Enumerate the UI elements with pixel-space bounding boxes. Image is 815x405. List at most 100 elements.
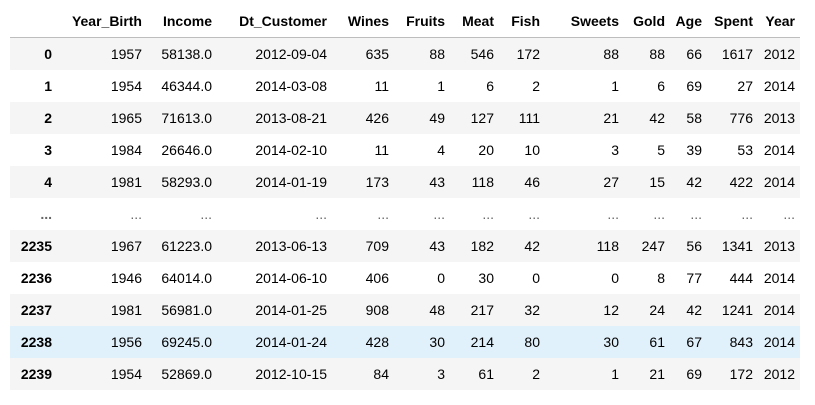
table-cell: 58 — [686, 110, 702, 126]
table-cell: 2 — [532, 366, 540, 382]
table-cell: 49 — [429, 110, 445, 126]
table-cell: 2014 — [763, 302, 795, 318]
column-header: Sweets — [545, 5, 624, 38]
column-header: Wines — [332, 5, 394, 38]
table-cell: 0 — [532, 270, 540, 286]
table-cell: 30 — [478, 270, 494, 286]
table-row: 0 1957 58138.0 2012-09-04 635 88 546 172 88 88 66 1… — [10, 37, 800, 70]
table-cell: 776 — [729, 110, 753, 126]
table-cell: 2012-10-15 — [255, 366, 327, 382]
table-cell: 20 — [478, 142, 494, 158]
table-cell: 2012-09-04 — [255, 46, 327, 62]
table-cell: 1981 — [110, 302, 142, 318]
table-cell: 426 — [365, 110, 389, 126]
table-cell: 444 — [729, 270, 753, 286]
table-cell: 1954 — [110, 78, 142, 94]
table-cell: 2014-02-10 — [255, 142, 327, 158]
table-cell: 61 — [478, 366, 494, 382]
table-cell: 1 — [611, 78, 619, 94]
table-cell: 69 — [686, 366, 702, 382]
column-header: Fruits — [394, 5, 450, 38]
table-row: 2 1965 71613.0 2013-08-21 426 49 127 111 21 42 58 7… — [10, 102, 800, 134]
table-cell: 61223.0 — [161, 238, 212, 254]
table-cell: 1967 — [110, 238, 142, 254]
table-cell: 69245.0 — [161, 334, 212, 350]
table-cell: 111 — [518, 110, 540, 126]
table-cell: 709 — [365, 238, 389, 254]
table-cell: 2014-01-19 — [255, 174, 327, 190]
table-cell: 56981.0 — [161, 302, 212, 318]
table-cell: 88 — [429, 46, 445, 62]
table-cell: 1 — [611, 366, 619, 382]
row-index: 2239 — [20, 366, 52, 382]
table-cell: 0 — [437, 270, 445, 286]
table-cell: 52869.0 — [161, 366, 212, 382]
table-row: 2236 1946 64014.0 2014-06-10 406 0 30 0 0 8 77 444 2… — [10, 262, 800, 294]
table-cell: ... — [528, 206, 540, 222]
table-cell: ... — [482, 206, 494, 222]
table-cell: 2012 — [763, 46, 795, 62]
table-row: 2239 1954 52869.0 2012-10-15 84 3 61 2 1 21 69 172 2… — [10, 358, 800, 390]
row-index: 2237 — [20, 302, 52, 318]
table-cell: 2013-08-21 — [255, 110, 327, 126]
table-cell: 42 — [649, 110, 665, 126]
table-cell: 172 — [729, 366, 753, 382]
table-cell: 2014-01-24 — [255, 334, 327, 350]
table-cell: 27 — [603, 174, 619, 190]
row-index: ... — [40, 206, 52, 222]
table-cell: 43 — [429, 174, 445, 190]
table-cell: 908 — [365, 302, 389, 318]
row-index: 0 — [44, 46, 52, 62]
table-cell: 0 — [611, 270, 619, 286]
table-row: 2238 1956 69245.0 2014-01-24 428 30 214 80 30 61 6… — [10, 326, 800, 358]
row-index: 2238 — [20, 334, 52, 350]
table-cell: 428 — [365, 334, 389, 350]
table-cell: ... — [377, 206, 389, 222]
dataframe-output: Year_Birth Income Dt_Customer Wines Fruits Me… — [10, 5, 800, 390]
table-cell: 214 — [470, 334, 494, 350]
table-cell: 46 — [524, 174, 540, 190]
table-cell: 21 — [603, 110, 619, 126]
table-cell: 2 — [532, 78, 540, 94]
table-cell: 1957 — [110, 46, 142, 62]
table-cell: 30 — [603, 334, 619, 350]
row-index: 2236 — [20, 270, 52, 286]
table-body: 0 1957 58138.0 2012-09-04 635 88 546 172 88 88 66 1… — [10, 37, 800, 390]
table-cell: 2013 — [763, 238, 795, 254]
row-index: 2 — [44, 110, 52, 126]
table-cell: 3 — [611, 142, 619, 158]
row-index: 4 — [44, 174, 52, 190]
table-cell: 172 — [516, 46, 540, 62]
table-cell: 2014 — [763, 142, 795, 158]
table-cell: 46344.0 — [161, 78, 212, 94]
table-row: 4 1981 58293.0 2014-01-19 173 43 118 46 27 15 42 42… — [10, 166, 800, 198]
column-header: Year_Birth — [57, 5, 147, 38]
table-cell: 84 — [373, 366, 389, 382]
table-cell: 58293.0 — [161, 174, 212, 190]
column-header: Meat — [450, 5, 499, 38]
table-cell: 546 — [470, 46, 494, 62]
table-row: 2237 1981 56981.0 2014-01-25 908 48 217 32 12 24 4… — [10, 294, 800, 326]
table-cell: 11 — [374, 142, 389, 158]
table-cell: 42 — [524, 238, 540, 254]
table-cell: 406 — [365, 270, 389, 286]
column-header: Income — [147, 5, 217, 38]
dataframe-table: Year_Birth Income Dt_Customer Wines Fruits Me… — [10, 5, 800, 390]
index-header — [10, 5, 57, 38]
table-cell: ... — [130, 206, 142, 222]
table-cell: 118 — [471, 174, 494, 190]
table-cell: 127 — [470, 110, 494, 126]
table-cell: 4 — [437, 142, 445, 158]
table-cell: 1956 — [110, 334, 142, 350]
table-cell: 58138.0 — [161, 46, 212, 62]
table-cell: 56 — [686, 238, 702, 254]
table-cell: ... — [200, 206, 212, 222]
table-cell: 30 — [429, 334, 445, 350]
ellipsis-row: ....................................... — [10, 198, 800, 230]
table-cell: 3 — [437, 366, 445, 382]
column-header: Gold — [624, 5, 670, 38]
table-cell: ... — [315, 206, 327, 222]
table-cell: 48 — [429, 302, 445, 318]
row-index: 1 — [44, 78, 52, 94]
table-cell: 43 — [429, 238, 445, 254]
